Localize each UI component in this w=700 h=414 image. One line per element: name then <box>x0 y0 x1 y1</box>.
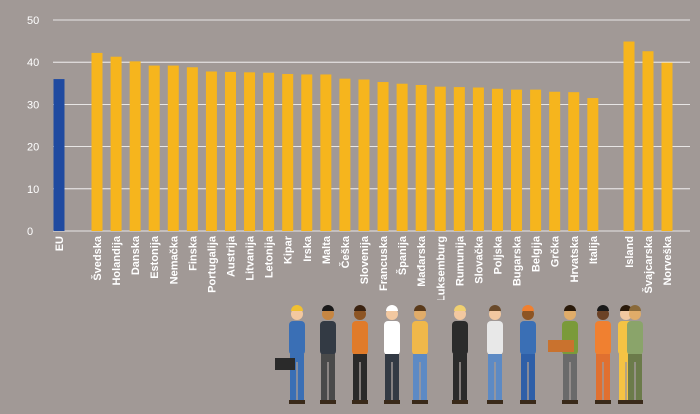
bar-25 <box>549 91 561 232</box>
bar-19 <box>434 86 446 232</box>
x-tick-label: Litvanija <box>245 235 257 281</box>
bar-2 <box>110 56 122 231</box>
bar-13 <box>320 74 332 231</box>
bar-10 <box>263 72 275 231</box>
x-tick-label: Bugarska <box>512 235 524 286</box>
y-tick-label: 50 <box>27 15 39 27</box>
x-tick-label: Nemačka <box>168 235 180 284</box>
bar-6 <box>186 67 198 231</box>
bar-4 <box>148 65 160 232</box>
x-tick-label: Estonija <box>149 235 161 279</box>
bar-24 <box>530 89 542 231</box>
y-axis: 0 10 20 30 40 50 <box>27 15 39 238</box>
bar-30 <box>661 62 673 231</box>
bar-9 <box>244 72 256 231</box>
workers-illustration <box>275 305 643 404</box>
x-tick-label: Portugalija <box>206 235 218 293</box>
bar-chart: 0 10 20 30 40 50 EU Švedska Holandija Danska Esto… <box>27 15 690 300</box>
bar-8 <box>224 71 236 231</box>
bar-20 <box>453 87 465 232</box>
x-tick-label: Island <box>624 236 636 268</box>
x-tick-label: Norveška <box>662 235 674 285</box>
worker-figure <box>595 305 611 404</box>
x-tick-label: Kipar <box>283 235 295 264</box>
worker-figure <box>520 305 536 404</box>
x-tick-label: Poljska <box>492 235 504 274</box>
x-tick-label: Hrvatska <box>569 235 581 282</box>
bar-1 <box>91 52 103 231</box>
y-tick-label: 10 <box>27 184 39 196</box>
bar-17 <box>396 83 408 231</box>
bar-23 <box>511 89 523 231</box>
bar-18 <box>415 84 427 231</box>
x-tick-label: Slovenija <box>359 235 371 284</box>
x-tick-label: Slovačka <box>473 235 485 284</box>
bar-26 <box>568 92 580 231</box>
x-tick-label: Austrija <box>225 235 237 277</box>
bar-22 <box>491 88 503 231</box>
x-tick-label: Irska <box>302 235 314 262</box>
x-tick-label: Finska <box>187 235 199 271</box>
x-tick-label: Češka <box>339 235 352 268</box>
x-tick-label: Švedska <box>91 235 104 281</box>
x-tick-label: Luksemburg <box>435 236 447 300</box>
bar-16 <box>377 82 389 231</box>
bars <box>53 41 673 232</box>
x-tick-label: Francuska <box>378 235 390 291</box>
worker-figure <box>562 305 578 404</box>
y-tick-label: 20 <box>27 142 39 154</box>
toolbox <box>275 358 295 370</box>
worker-figure <box>384 305 400 404</box>
x-tick-label: Švajcarska <box>642 235 655 293</box>
bar-7 <box>205 71 217 231</box>
bar-11 <box>282 74 294 232</box>
x-tick-label: Letonija <box>264 235 276 278</box>
x-tick-label: Danska <box>130 235 142 275</box>
x-axis: EU Švedska Holandija Danska Estonija Nemačka F… <box>54 235 674 300</box>
bar-12 <box>301 74 313 231</box>
x-tick-label: Rumunija <box>454 235 466 286</box>
worker-figure <box>627 305 643 404</box>
worker-figure <box>352 305 368 404</box>
bar-29 <box>642 51 654 232</box>
bar-28 <box>623 41 635 231</box>
worker-figure <box>320 305 336 404</box>
bar-15 <box>358 79 370 231</box>
bar-14 <box>339 78 351 232</box>
vegetable-crate <box>548 340 574 352</box>
y-tick-label: 40 <box>27 57 39 69</box>
x-tick-label: Grčka <box>550 235 562 267</box>
y-tick-label: 30 <box>27 99 39 111</box>
x-tick-label: Malta <box>321 235 333 264</box>
x-tick-label: EU <box>54 236 66 251</box>
bar-27 <box>587 98 599 231</box>
worker-figure <box>289 305 305 404</box>
y-tick-label: 0 <box>27 226 33 238</box>
x-tick-label: Mađarska <box>416 235 428 287</box>
x-tick-label: Italija <box>588 235 600 264</box>
bar-3 <box>129 61 141 231</box>
bar-21 <box>472 87 484 232</box>
x-tick-label: Španija <box>396 235 409 275</box>
x-tick-label: Belgija <box>531 235 543 272</box>
bar-5 <box>167 65 179 232</box>
bar-0 <box>53 79 65 231</box>
worker-figure <box>487 305 503 404</box>
worker-figure <box>452 305 468 404</box>
worker-figure <box>412 305 428 404</box>
x-tick-label: Holandija <box>111 235 123 285</box>
